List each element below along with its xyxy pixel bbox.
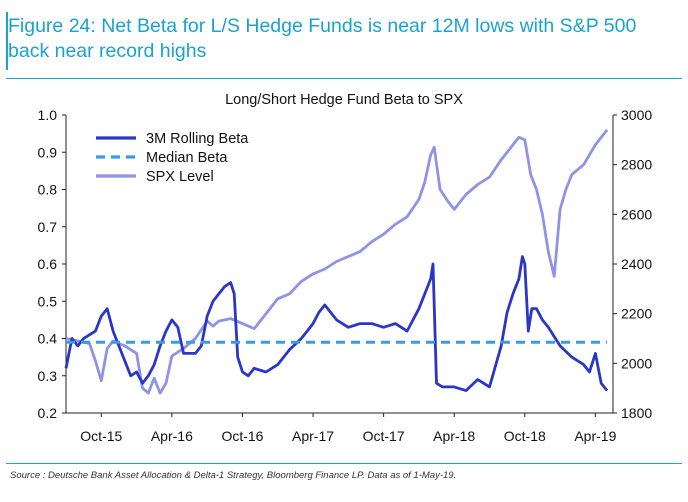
y-tick-label-left: 0.9	[38, 144, 58, 160]
x-tick-label: Oct-15	[80, 428, 122, 444]
x-tick-label: Apr-19	[574, 428, 616, 444]
source-note: Source : Deutsche Bank Asset Allocation …	[10, 470, 457, 481]
x-tick-label: Oct-18	[504, 428, 546, 444]
figure-title: Figure 24: Net Beta for L/S Hedge Funds …	[8, 15, 637, 62]
y-tick-label-left: 0.2	[38, 405, 58, 421]
y-tick-label-right: 1800	[621, 405, 652, 421]
axes-layer: 0.2 0.3 0.4 0.5 0.6 0.7 0.8 0.9 1.0 1800 2000 2200 2…	[38, 107, 653, 444]
x-tick-label: Oct-17	[363, 428, 405, 444]
x-tick-label: Apr-16	[151, 428, 193, 444]
y-tick-label-left: 1.0	[38, 107, 58, 123]
y-tick-label-right: 2800	[621, 157, 652, 173]
y-tick-label-left: 0.5	[38, 293, 58, 309]
y-tick-label-left: 0.4	[38, 331, 58, 347]
series-line-3m-rolling-beta	[64, 255, 609, 393]
chart-title: Long/Short Hedge Fund Beta to SPX	[225, 92, 463, 108]
x-tick-label: Apr-18	[433, 428, 475, 444]
legend: 3M Rolling Beta Median Beta SPX Level	[96, 131, 249, 185]
y-tick-label-left: 0.7	[38, 219, 58, 235]
series-line-spx-level	[65, 129, 609, 395]
x-tick-label: Oct-16	[221, 428, 263, 444]
title-accent-rule	[6, 12, 8, 70]
legend-label-median-beta: Median Beta	[146, 150, 228, 166]
y-tick-label-right: 2400	[621, 256, 652, 272]
legend-label-3m-rolling-beta: 3M Rolling Beta	[146, 131, 249, 147]
source-divider	[6, 463, 682, 464]
y-tick-label-right: 2200	[621, 306, 652, 322]
legend-label-spx-level: SPX Level	[146, 169, 214, 185]
title-divider	[6, 78, 682, 79]
y-tick-label-left: 0.8	[38, 182, 58, 198]
x-tick-label: Apr-17	[292, 428, 334, 444]
series-layer	[64, 129, 609, 395]
y-tick-label-right: 2000	[621, 355, 652, 371]
y-tick-label-right: 3000	[621, 107, 652, 123]
y-tick-label-right: 2600	[621, 206, 652, 222]
y-tick-label-left: 0.6	[38, 256, 58, 272]
y-tick-label-left: 0.3	[38, 368, 58, 384]
